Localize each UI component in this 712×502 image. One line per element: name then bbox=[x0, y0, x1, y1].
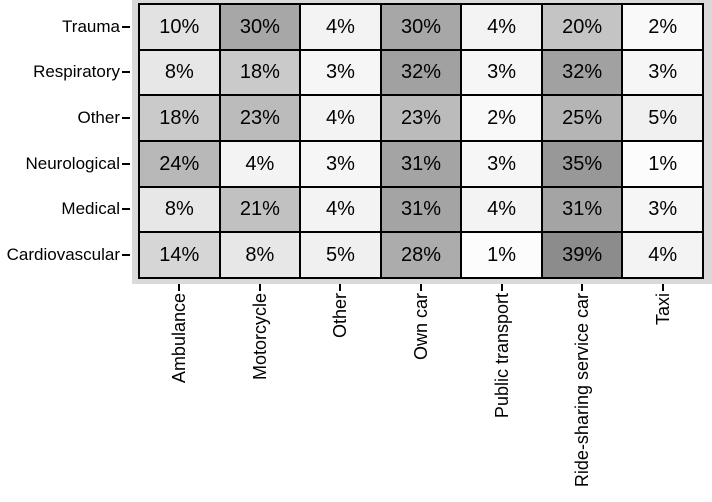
heatmap-cell: 39% bbox=[542, 233, 622, 277]
heatmap-cell: 21% bbox=[220, 187, 300, 232]
heatmap-cell: 5% bbox=[623, 96, 702, 140]
heatmap-cell: 8% bbox=[220, 233, 300, 277]
x-tick bbox=[661, 284, 664, 291]
y-tick-label: Cardiovascular bbox=[6, 245, 120, 265]
heatmap-cell: 4% bbox=[301, 5, 380, 49]
heatmap-cell: 10% bbox=[140, 5, 219, 49]
heatmap-cell: 18% bbox=[220, 50, 300, 95]
heatmap-cell: 23% bbox=[220, 96, 300, 140]
y-tick bbox=[122, 162, 130, 165]
x-tick-label: Taxi bbox=[652, 293, 673, 326]
heatmap-cell: 28% bbox=[381, 233, 461, 277]
heatmap-grid: 10% 30% 4% 30% 4% 20% 2% 8% 18% 3% 32% 3% 32% 3% 18% 23… bbox=[138, 3, 704, 279]
y-tick bbox=[122, 208, 130, 211]
heatmap-cell: 32% bbox=[542, 50, 622, 95]
y-tick bbox=[122, 25, 130, 28]
heatmap-cell: 4% bbox=[462, 5, 541, 49]
heatmap-cell: 35% bbox=[542, 142, 622, 186]
y-tick-label: Neurological bbox=[25, 153, 121, 173]
heatmap-cell: 1% bbox=[623, 142, 702, 186]
heatmap-cell: 3% bbox=[462, 142, 541, 186]
heatmap-cell: 1% bbox=[462, 233, 541, 277]
heatmap-cell: 4% bbox=[301, 96, 380, 140]
x-tick bbox=[178, 284, 181, 291]
heatmap-cell: 25% bbox=[542, 96, 622, 140]
x-tick bbox=[339, 284, 342, 291]
heatmap-cell: 3% bbox=[301, 142, 380, 186]
heatmap-cell: 3% bbox=[301, 50, 380, 95]
x-tick bbox=[500, 284, 503, 291]
heatmap-cell: 30% bbox=[220, 5, 300, 49]
x-tick-label: Ambulance bbox=[169, 293, 190, 384]
heatmap-cell: 2% bbox=[623, 5, 702, 49]
heatmap-cell: 31% bbox=[542, 187, 622, 232]
heatmap-cell: 31% bbox=[381, 187, 461, 232]
x-tick-label: Motorcycle bbox=[249, 293, 270, 381]
y-tick bbox=[122, 117, 130, 120]
y-tick-label: Trauma bbox=[62, 16, 120, 36]
y-tick-label: Other bbox=[77, 108, 120, 128]
heatmap-cell: 8% bbox=[140, 50, 219, 95]
plot-panel: 10% 30% 4% 30% 4% 20% 2% 8% 18% 3% 32% 3% 32% 3% 18% 23… bbox=[132, 0, 712, 284]
heatmap-cell: 20% bbox=[542, 5, 622, 49]
heatmap-cell: 30% bbox=[381, 5, 461, 49]
heatmap-cell: 2% bbox=[462, 96, 541, 140]
y-tick bbox=[122, 254, 130, 257]
heatmap-cell: 3% bbox=[462, 50, 541, 95]
x-tick bbox=[581, 284, 584, 291]
heatmap-cell: 5% bbox=[301, 233, 380, 277]
heatmap-cell: 32% bbox=[381, 50, 461, 95]
heatmap-cell: 23% bbox=[381, 96, 461, 140]
heatmap-cell: 24% bbox=[140, 142, 219, 186]
x-tick bbox=[420, 284, 422, 291]
heatmap-cell: 4% bbox=[462, 187, 541, 232]
x-tick-label: Own car bbox=[411, 293, 432, 361]
x-tick bbox=[258, 284, 261, 291]
heatmap-cell: 31% bbox=[381, 142, 461, 186]
heatmap-cell: 3% bbox=[623, 50, 702, 95]
heatmap-cell: 4% bbox=[623, 233, 702, 277]
x-tick-label: Other bbox=[330, 293, 351, 339]
heatmap-cell: 14% bbox=[140, 233, 219, 277]
y-tick bbox=[122, 71, 130, 74]
heatmap-cell: 4% bbox=[220, 142, 300, 186]
heatmap-cell: 18% bbox=[140, 96, 219, 140]
y-tick-label: Medical bbox=[61, 199, 120, 219]
y-tick-label: Respiratory bbox=[33, 62, 120, 82]
heatmap-cell: 8% bbox=[140, 187, 219, 232]
x-tick-label: Ride-sharing service car bbox=[572, 293, 593, 488]
heatmap-cell: 3% bbox=[623, 187, 702, 232]
x-tick-label: Public transport bbox=[491, 293, 512, 419]
heatmap-cell: 4% bbox=[301, 187, 380, 232]
